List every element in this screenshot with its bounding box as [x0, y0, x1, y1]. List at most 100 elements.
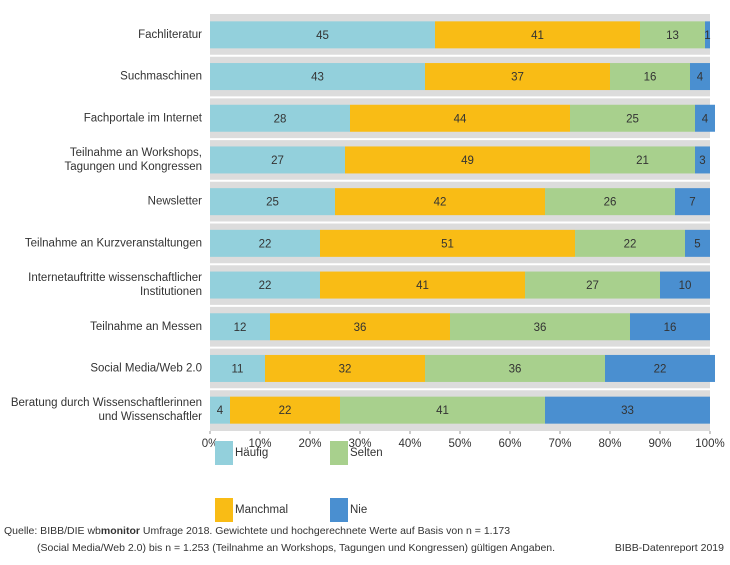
bar-segment: [685, 229, 710, 257]
bar-segment: [630, 313, 710, 341]
category-label: Teilnahme an Workshops, Tagungen und Kong…: [65, 147, 202, 173]
data-label: 5: [694, 238, 700, 250]
bar-segment: [575, 229, 685, 257]
data-label: 36: [534, 322, 547, 334]
bar-segment: [320, 229, 575, 257]
category-label-line: Social Media/Web 2.0: [90, 362, 202, 374]
bar-segment: [545, 396, 710, 424]
x-tick-label: 10%: [248, 438, 271, 450]
data-label: 45: [316, 30, 329, 42]
category-label: Beratung durch Wissenschaftlerinnen und W…: [11, 397, 202, 423]
data-label: 36: [354, 322, 367, 334]
data-label: 36: [509, 363, 522, 375]
bar-segment: [345, 146, 590, 174]
category-label-line: Teilnahme an Workshops,: [70, 147, 202, 159]
x-tick-label: 50%: [448, 438, 471, 450]
data-label: 33: [621, 405, 634, 417]
data-label: 25: [626, 113, 639, 125]
bar-segment: [695, 104, 715, 132]
bar-segment: [675, 188, 710, 216]
data-label: 43: [311, 72, 324, 84]
category-label-line: Beratung durch Wissenschaftlerinnen: [11, 397, 202, 409]
category-label-line: und Wissenschaftler: [98, 411, 202, 423]
bar-segment: [695, 146, 710, 174]
bar-segment: [640, 21, 705, 49]
category-label-line: Teilnahme an Messen: [90, 321, 202, 333]
bar-segment: [270, 313, 450, 341]
x-tick-label: 40%: [398, 438, 421, 450]
bar-segment: [525, 271, 660, 299]
bar-segment: [610, 63, 690, 91]
category-label: Newsletter: [148, 196, 202, 208]
bar-segment: [210, 63, 425, 91]
data-label: 16: [644, 72, 657, 84]
data-label: 21: [636, 155, 649, 167]
bar-segment: [350, 104, 570, 132]
bar-segment: [210, 396, 230, 424]
bar-segment: [230, 396, 340, 424]
category-label: Teilnahme an Messen: [90, 321, 202, 333]
category-label-line: Tagungen und Kongressen: [65, 161, 202, 173]
data-label: 44: [454, 113, 467, 125]
bar-segment: [320, 271, 525, 299]
bar-segment: [340, 396, 545, 424]
bar-segment: [210, 271, 320, 299]
data-label: 10: [679, 280, 692, 292]
bar-segment: [210, 313, 270, 341]
data-label: 28: [274, 113, 287, 125]
x-tick-label: 0%: [202, 438, 219, 450]
category-label: Internetauftritte wissenschaftlicher Inst…: [28, 272, 202, 298]
bar-segment: [210, 104, 350, 132]
data-label: 4: [702, 113, 709, 125]
bar-segment: [545, 188, 675, 216]
category-label: Fachliteratur: [138, 29, 202, 41]
bar-segment: [705, 21, 710, 49]
data-label: 22: [279, 405, 292, 417]
data-label: 25: [266, 197, 279, 209]
bar-segment: [450, 313, 630, 341]
x-tick-label: 100%: [695, 438, 724, 450]
bar-segment: [210, 146, 345, 174]
legend-label: Häufig: [235, 447, 268, 459]
category-label-line: Teilnahme an Kurzveranstaltungen: [25, 237, 202, 249]
legend-swatch: [330, 498, 348, 522]
bar-segment: [210, 354, 265, 382]
x-tick-label: 80%: [598, 438, 621, 450]
category-label-line: Internetauftritte wissenschaftlicher: [28, 272, 202, 284]
legend-swatch: [330, 441, 348, 465]
data-label: 22: [624, 238, 637, 250]
bar-segment: [335, 188, 545, 216]
source-text: Umfrage 2018. Gewichtete und hochgerechn…: [140, 525, 510, 537]
data-label: 42: [434, 197, 447, 209]
category-label-line: Fachportale im Internet: [84, 112, 203, 124]
data-label: 41: [531, 30, 544, 42]
source-line: Quelle: BIBB/DIE wbmonitor Umfrage 2018.…: [4, 525, 510, 537]
legend-swatch: [215, 498, 233, 522]
category-label: Teilnahme an Kurzveranstaltungen: [25, 237, 202, 249]
data-label: 22: [259, 238, 272, 250]
x-tick-label: 30%: [348, 438, 371, 450]
data-label: 3: [699, 155, 705, 167]
category-label: Suchmaschinen: [120, 71, 202, 83]
category-label-line: Institutionen: [140, 286, 202, 298]
bar-segment: [590, 146, 695, 174]
data-label: 26: [604, 197, 617, 209]
data-label: 13: [666, 30, 679, 42]
bar-segment: [425, 63, 610, 91]
data-label: 4: [697, 72, 704, 84]
bar-segment: [210, 188, 335, 216]
legend-label: Selten: [350, 447, 383, 459]
data-label: 51: [441, 238, 454, 250]
bar-segment: [265, 354, 425, 382]
bar-segment: [570, 104, 695, 132]
category-label-line: Fachliteratur: [138, 29, 202, 41]
data-label: 1: [704, 30, 710, 42]
source-line: (Social Media/Web 2.0) bis n = 1.253 (Te…: [37, 542, 555, 554]
category-label-line: Newsletter: [148, 196, 202, 208]
category-label: Fachportale im Internet: [84, 112, 203, 124]
category-label-line: Suchmaschinen: [120, 71, 202, 83]
bar-segment: [605, 354, 715, 382]
data-label: 32: [339, 363, 352, 375]
data-label: 12: [234, 322, 247, 334]
